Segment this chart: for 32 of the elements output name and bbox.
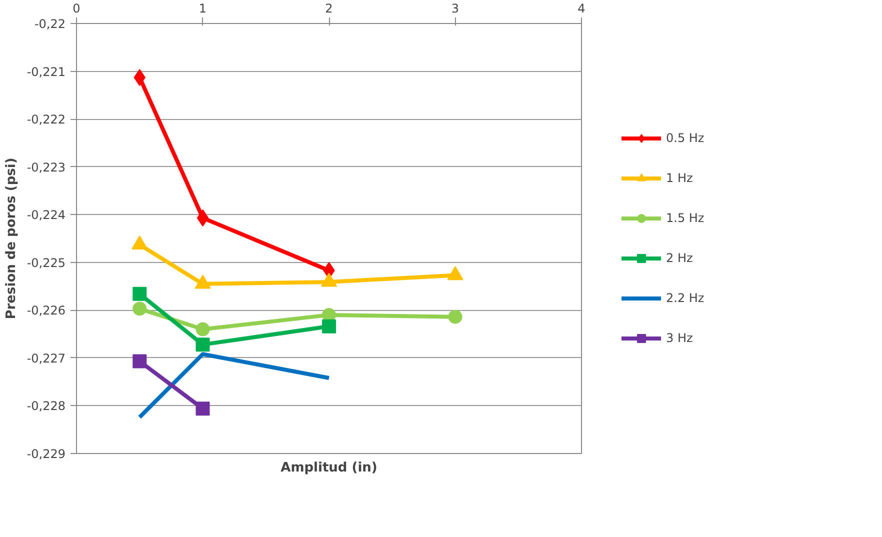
y-tick-label: -0,225 [26,256,66,270]
x-tick-label: 0 [72,2,80,16]
y-tick-label: -0,222 [26,112,66,127]
y-tick-label: -0,224 [26,208,66,222]
x-tick-label: 3 [451,2,460,16]
y-axis-title: Presion de poros (psi) [4,158,19,320]
point [132,286,147,301]
y-tick-label: -0,229 [26,447,66,461]
point [196,338,210,352]
legend-label: 0.5 Hz [666,131,704,145]
legend-label: 1 Hz [666,171,693,185]
point [196,209,209,226]
point [196,402,210,416]
y-tick-label: -0,223 [26,160,66,174]
legend-label: 2.2 Hz [666,291,704,305]
x-axis-title: Amplitud (in) [280,460,378,476]
legend-label: 3 Hz [666,331,693,345]
x-tick-label: 2 [325,2,333,16]
x-tick-label: 4 [578,2,586,16]
point [322,319,336,334]
y-tick-label: -0,226 [26,304,66,318]
y-tick-label: -0,221 [26,64,66,79]
point [132,354,147,368]
y-tick-label: -0,22 [34,17,66,31]
point [196,322,210,336]
x-tick-label: 1 [198,2,207,16]
legend-label: 2 Hz [666,251,693,265]
point [448,310,462,324]
y-tick-label: -0,228 [26,399,66,414]
legend-label: 1.5 Hz [666,211,704,225]
y-tick-label: -0,227 [26,351,66,366]
point [132,302,147,316]
